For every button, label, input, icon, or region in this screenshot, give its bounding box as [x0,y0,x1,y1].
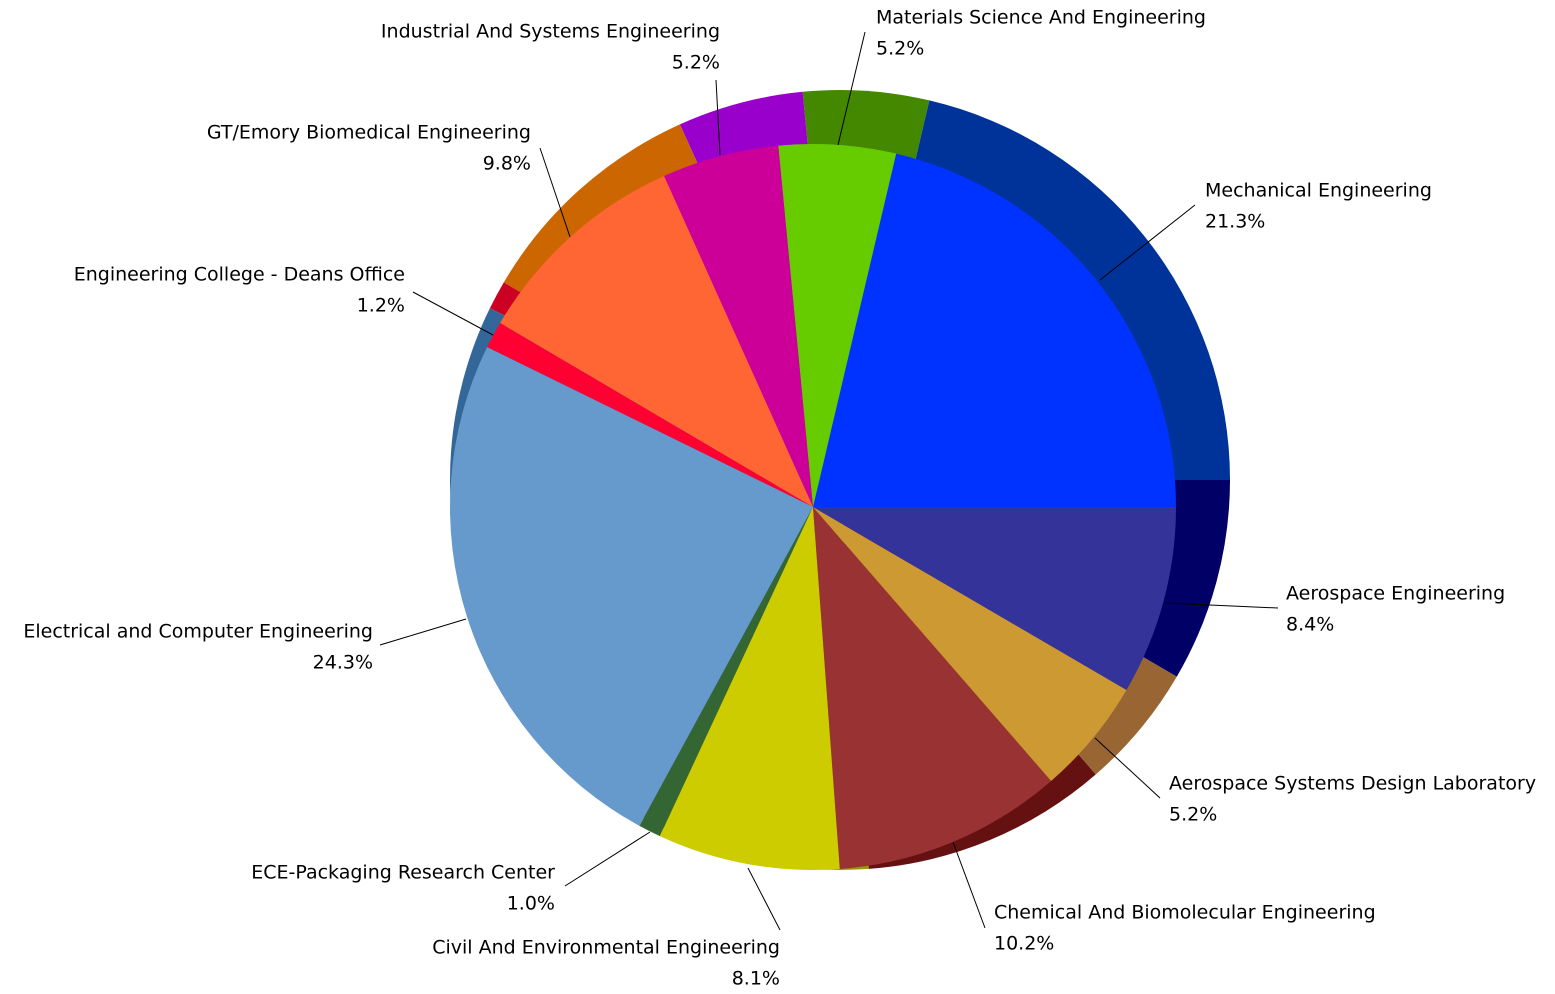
slice [813,153,1176,508]
value-label: 9.8% [483,153,531,175]
leader-line [952,841,986,929]
slice [778,143,897,507]
slice-label: GT/Emory Biomedical Engineering [207,122,531,144]
leader-line [539,147,571,238]
value-label: 8.1% [732,968,780,990]
slice [487,323,813,507]
leader-line [1164,602,1279,609]
leader-line [747,867,781,931]
value-label: 5.2% [672,52,720,74]
slice [813,507,1052,870]
slice [500,175,813,507]
slice [639,507,813,837]
leader-line [564,831,651,887]
leader-line [379,618,467,646]
slice [813,507,1176,690]
slice-label: Aerospace Engineering [1286,583,1505,605]
slice [813,507,1127,781]
leader-line [1094,737,1161,799]
value-label: 10.2% [994,933,1054,955]
value-label: 1.0% [507,893,555,915]
slice-label: Aerospace Systems Design Laboratory [1169,773,1536,795]
value-label: 5.2% [1169,804,1217,826]
value-label: 1.2% [357,295,405,317]
leader-line [1099,204,1196,281]
slice-label: Mechanical Engineering [1205,180,1432,202]
slice-label: Materials Science And Engineering [876,7,1206,29]
slice-label: ECE-Packaging Research Center [251,862,555,884]
value-label: 24.3% [313,652,373,674]
slice [659,507,840,870]
value-label: 5.2% [876,38,924,60]
value-label: 8.4% [1286,614,1334,636]
slice-label: Electrical and Computer Engineering [23,621,373,643]
slice [449,347,813,826]
leader-line [837,31,866,146]
slice-label: Chemical And Biomolecular Engineering [994,902,1376,924]
leader-line [412,291,494,336]
slice [664,145,813,507]
slice-label: Engineering College - Deans Office [74,264,405,286]
value-label: 21.3% [1205,211,1265,233]
slice-label: Civil And Environmental Engineering [432,937,780,959]
slice-label: Industrial And Systems Engineering [381,21,720,43]
leader-line [715,79,721,156]
